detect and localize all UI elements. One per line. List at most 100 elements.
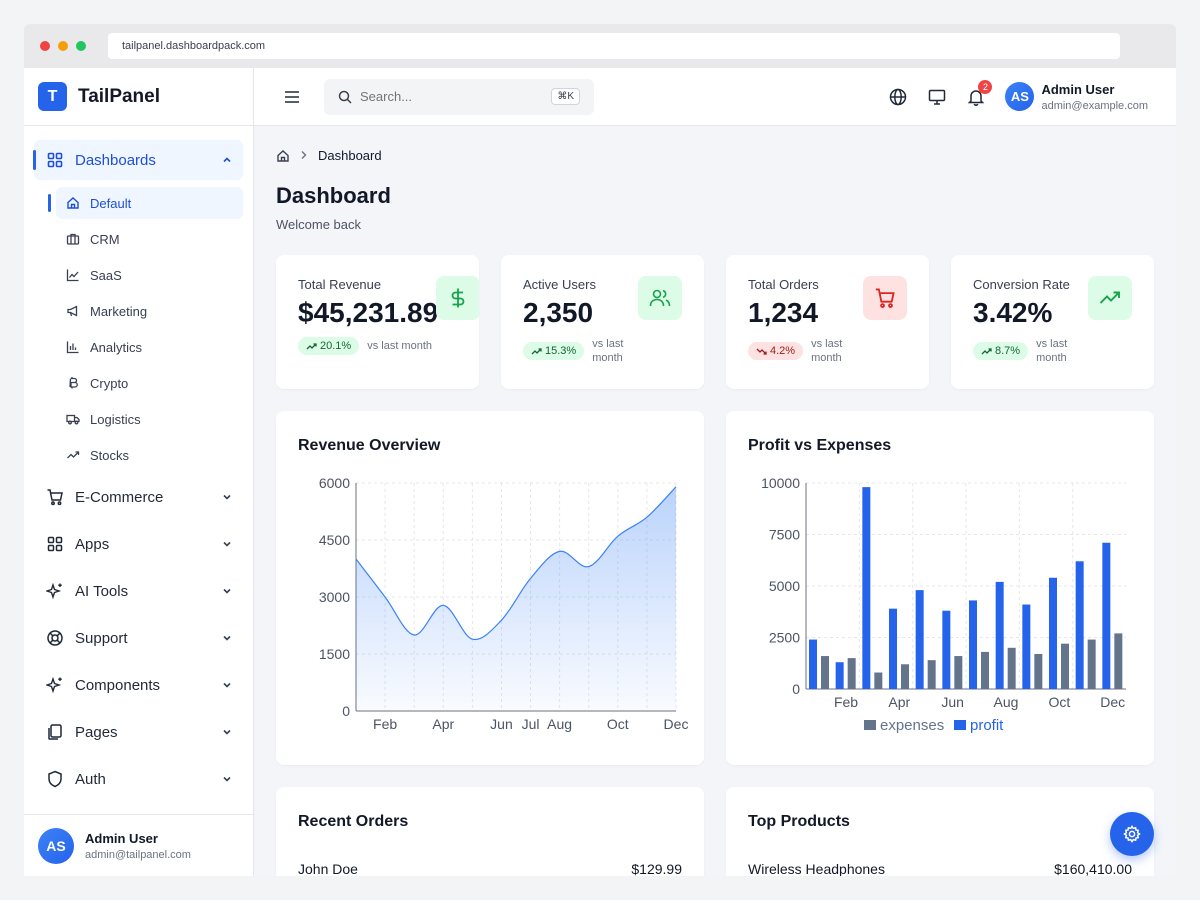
bell-icon[interactable]: 2 — [965, 79, 993, 108]
stat-value: $45,231.89 — [298, 297, 439, 328]
chevron-up-icon — [223, 157, 231, 163]
expenses-bar — [1114, 633, 1123, 689]
user-email: admin@example.com — [1041, 99, 1148, 112]
profit-expenses-card: Profit vs Expenses 0 2500 5000 7500 10000 Feb… — [726, 411, 1154, 765]
list-item[interactable]: John Doe $129.99 — [276, 831, 704, 876]
sidebar-item-crypto[interactable]: Crypto — [56, 367, 243, 399]
sidebar-group-auth[interactable]: Auth — [34, 759, 243, 799]
order-customer: John Doe — [298, 861, 358, 876]
card-title: Profit vs Expenses — [748, 437, 892, 454]
maximize-window-dot[interactable] — [76, 41, 86, 51]
sidebar-item-crm[interactable]: CRM — [56, 223, 243, 255]
search-input[interactable] — [360, 89, 540, 104]
product-name: Wireless Headphones — [748, 861, 885, 876]
close-window-dot[interactable] — [40, 41, 50, 51]
address-url: tailpanel.dashboardpack.com — [122, 40, 266, 52]
address-bar[interactable]: tailpanel.dashboardpack.com — [108, 33, 1120, 59]
settings-fab[interactable] — [1110, 812, 1154, 856]
sidebar-user[interactable]: AS Admin User admin@tailpanel.com — [24, 814, 253, 876]
trending-up-icon — [981, 347, 992, 354]
recent-orders-card: Recent Orders John Doe $129.99 — [276, 787, 704, 876]
sidebar-group-ecommerce[interactable]: E-Commerce — [34, 477, 243, 517]
topbar-user[interactable]: AS Admin User admin@example.com — [1005, 82, 1148, 112]
browser-chrome: tailpanel.dashboardpack.com — [24, 24, 1176, 68]
expenses-bar — [981, 651, 989, 689]
breadcrumb: Dashboard — [276, 148, 1154, 163]
browser-window: tailpanel.dashboardpack.com T TailPanel … — [24, 24, 1176, 876]
monitor-icon[interactable] — [926, 86, 948, 108]
expenses-bar — [1061, 643, 1069, 689]
avatar: AS — [1005, 82, 1035, 111]
profit-bar — [1075, 561, 1084, 689]
brand-name: TailPanel — [78, 85, 161, 107]
x-tick-label: Jul — [522, 716, 540, 732]
topbar: ⌘K 2 AS Admin User admin@example.com — [254, 68, 1176, 126]
profit-bar — [835, 662, 844, 689]
sidebar-item-stocks[interactable]: Stocks — [56, 439, 243, 471]
main: ⌘K 2 AS Admin User admin@example.com — [254, 68, 1176, 876]
sidebar-group-label: AI Tools — [75, 582, 129, 600]
profit-bar — [969, 600, 977, 689]
profit-bar — [1049, 577, 1057, 689]
home-icon — [66, 196, 80, 210]
y-tick-label: 2500 — [769, 630, 800, 646]
line-chart-icon — [66, 268, 80, 282]
search-shortcut: ⌘K — [551, 88, 580, 105]
sidebar-group-pages[interactable]: Pages — [34, 712, 243, 752]
expenses-legend-label: expenses — [880, 717, 944, 734]
search-box[interactable]: ⌘K — [324, 78, 594, 115]
expenses-bar — [874, 672, 883, 689]
x-tick-label: Dec — [1100, 694, 1125, 710]
y-tick-label: 1500 — [319, 646, 350, 662]
x-tick-label: Oct — [1048, 694, 1070, 710]
bottom-row: Recent Orders John Doe $129.99 Top Produ… — [276, 787, 1154, 876]
sidebar-group-ai-tools[interactable]: AI Tools — [34, 571, 243, 611]
content: Dashboard Dashboard Welcome back Total R… — [254, 126, 1176, 876]
sidebar-item-saas[interactable]: SaaS — [56, 259, 243, 291]
profit-legend-swatch — [954, 720, 966, 730]
sidebar-item-label: Logistics — [90, 411, 141, 427]
stat-value: 2,350 — [523, 297, 594, 328]
sidebar-item-default[interactable]: Default — [48, 187, 243, 219]
sidebar-group-label: Support — [75, 629, 128, 647]
expenses-bar — [954, 656, 963, 689]
stat-label: Total Orders — [748, 277, 819, 292]
revenue-line — [355, 486, 677, 641]
expenses-bar — [927, 660, 936, 689]
sidebar-group-support[interactable]: Support — [34, 618, 243, 658]
breadcrumb-current: Dashboard — [318, 148, 382, 163]
y-tick-label: 10000 — [761, 475, 800, 491]
globe-icon[interactable] — [887, 86, 909, 108]
sidebar-item-logistics[interactable]: Logistics — [56, 403, 243, 435]
sidebar-item-label: Default — [90, 195, 132, 211]
sidebar-item-label: SaaS — [90, 267, 122, 283]
user-name: Admin User — [85, 830, 158, 846]
dashboard-grid-icon — [46, 151, 64, 169]
stat-change-badge: 15.3% — [523, 342, 585, 360]
x-tick-label: Apr — [888, 694, 910, 710]
brand[interactable]: T TailPanel — [24, 68, 253, 126]
y-tick-label: 6000 — [319, 475, 350, 491]
menu-toggle-icon[interactable] — [284, 90, 300, 104]
y-tick-label: 0 — [792, 681, 800, 697]
stat-label: Active Users — [523, 277, 596, 292]
x-tick-label: Dec — [664, 716, 689, 732]
sidebar-item-label: Stocks — [90, 447, 130, 463]
profit-bar — [809, 639, 817, 689]
chevron-right-icon — [300, 148, 308, 163]
minimize-window-dot[interactable] — [58, 41, 68, 51]
profit-bar — [1102, 542, 1111, 689]
stat-change-value: 20.1% — [320, 340, 352, 352]
x-tick-label: Apr — [432, 716, 454, 732]
home-icon[interactable] — [276, 149, 290, 163]
y-tick-label: 7500 — [769, 527, 800, 543]
sidebar-group-components[interactable]: Components — [34, 665, 243, 705]
gear-icon — [1123, 825, 1141, 843]
stat-cards: Total Revenue $45,231.89 20.1% vs last m… — [276, 255, 1154, 389]
sidebar-item-analytics[interactable]: Analytics — [56, 331, 243, 363]
sidebar-item-marketing[interactable]: Marketing — [56, 295, 243, 327]
sidebar-group-dashboards[interactable]: Dashboards — [33, 140, 243, 180]
list-item[interactable]: Wireless Headphones $160,410.00 — [726, 831, 1154, 876]
expenses-bar — [847, 658, 856, 689]
sidebar-group-apps[interactable]: Apps — [34, 524, 243, 564]
